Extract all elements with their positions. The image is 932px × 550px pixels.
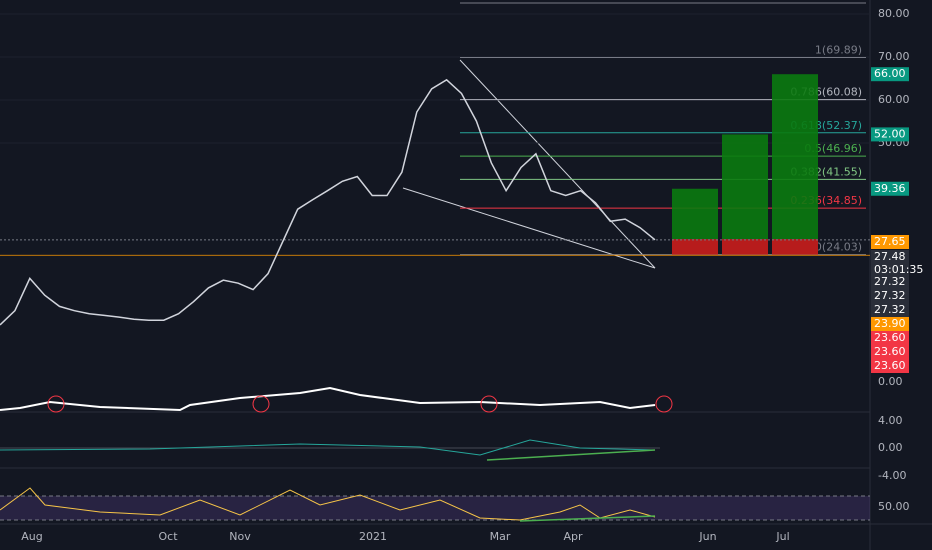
target-box [672, 188, 718, 240]
price-tag: 52.00 [871, 127, 909, 142]
tag-bg [871, 250, 909, 277]
tag-bg [871, 289, 909, 303]
rsi-line [0, 487, 656, 521]
tag-bg [871, 275, 909, 289]
tag-label: 23.90 [874, 317, 906, 330]
macd-line [0, 439, 656, 456]
x-tick-label: Oct [158, 530, 178, 543]
tag-label: 39.36 [874, 182, 906, 195]
x-tick-label: 2021 [359, 530, 387, 543]
target-box [772, 74, 818, 240]
tag-label: 27.32 [874, 275, 906, 288]
x-tick-label: Nov [229, 530, 251, 543]
x-tick-label: Jul [775, 530, 789, 543]
tag-label: 23.60 [874, 331, 906, 344]
tag-time: 03:01:35 [874, 263, 923, 276]
stop-box [772, 239, 818, 255]
tag-bg [871, 127, 909, 142]
price-tag: 27.32 [871, 303, 909, 317]
x-tick-label: Apr [563, 530, 583, 543]
divergence [486, 449, 656, 461]
pane-label: 0.00 [878, 375, 903, 388]
tag-bg [871, 359, 909, 373]
fib-label: 0(24.03) [815, 241, 862, 254]
tag-bg [871, 303, 909, 317]
tag-label: 27.65 [874, 235, 906, 248]
y-tick-label: 80.00 [878, 7, 910, 20]
stop-box [672, 239, 718, 255]
price-tag: 27.32 [871, 275, 909, 289]
price-tag: 23.60 [871, 359, 909, 373]
price-series [0, 78, 656, 326]
price-tag: 23.60 [871, 331, 909, 345]
x-tick-label: Mar [490, 530, 511, 543]
tag-label: 66.00 [874, 67, 906, 80]
tag-bg [871, 67, 909, 82]
tag-bg [871, 235, 909, 249]
y-tick-label: 70.00 [878, 50, 910, 63]
fib-label: 0.5(46.96) [804, 142, 862, 155]
tag-bg [871, 331, 909, 345]
tag-label: 52.00 [874, 127, 906, 140]
pane-label: 0.00 [878, 441, 903, 454]
tag-label: 27.48 [874, 250, 906, 263]
y-tick-label: 60.00 [878, 93, 910, 106]
rsi-band [0, 496, 870, 520]
tag-label: 23.60 [874, 359, 906, 372]
tag-bg [871, 345, 909, 359]
pane-label: -4.00 [878, 469, 906, 482]
stop-box [722, 239, 768, 255]
price-tag: 66.00 [871, 67, 909, 82]
tag-label: 27.32 [874, 289, 906, 302]
fib-label: 1(69.89) [815, 43, 862, 56]
price-tag: 23.90 [871, 317, 909, 331]
tag-label: 23.60 [874, 345, 906, 358]
price-tag: 27.65 [871, 235, 909, 249]
target-box [722, 134, 768, 240]
tag-label: 27.32 [874, 303, 906, 316]
volume-ma [0, 386, 656, 412]
price-tag: 39.36 [871, 181, 909, 196]
pane-label: 4.00 [878, 414, 903, 427]
x-tick-label: Aug [21, 530, 42, 543]
earnings-markers [47, 395, 673, 413]
pane-label: 50.00 [878, 500, 910, 513]
x-tick-label: Jun [698, 530, 716, 543]
trend-line [459, 59, 656, 269]
divergence [519, 515, 656, 522]
price-tag: 23.60 [871, 345, 909, 359]
tag-bg [871, 181, 909, 196]
tag-bg [871, 317, 909, 331]
price-tag: 27.32 [871, 289, 909, 303]
